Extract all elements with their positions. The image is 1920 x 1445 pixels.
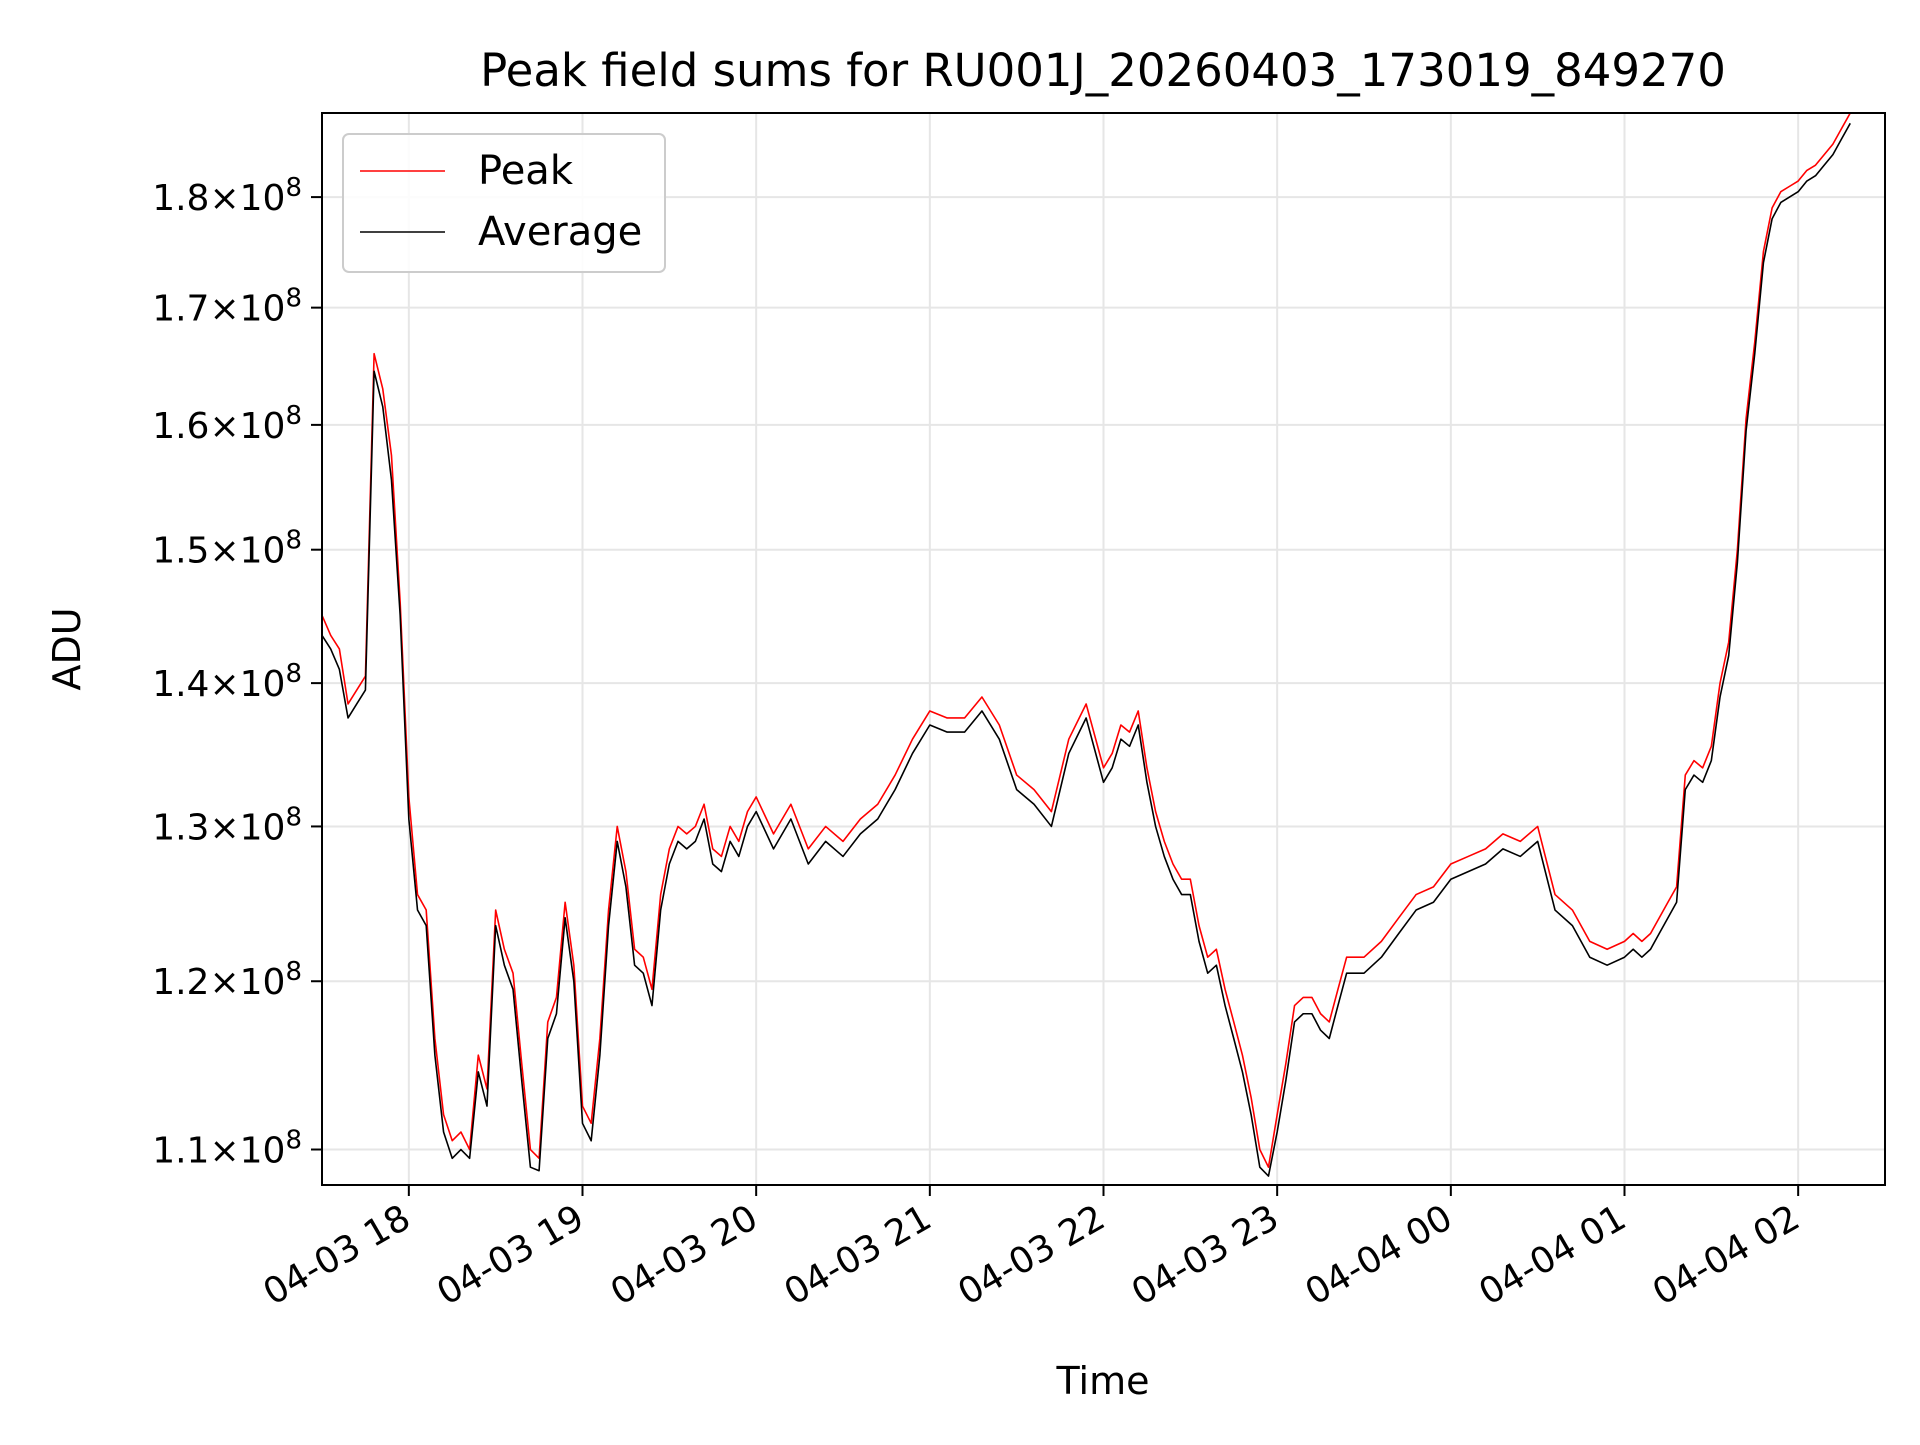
y-tick-base: ×10	[209, 1131, 285, 1172]
y-tick-label: 1.3×108	[152, 802, 302, 848]
y-tick-base: ×10	[209, 406, 285, 447]
y-tick-mantissa: 1.6	[152, 406, 209, 447]
y-tick-base: ×10	[209, 178, 285, 219]
y-tick-exponent: 8	[285, 401, 302, 431]
x-axis-label: Time	[1056, 1359, 1150, 1403]
y-tick-exponent: 8	[285, 284, 302, 314]
series-line-peak	[322, 113, 1851, 1168]
y-tick-base: ×10	[209, 531, 285, 572]
y-tick-mantissa: 1.2	[152, 962, 209, 1003]
series-line-average	[322, 122, 1851, 1177]
y-tick-mantissa: 1.1	[152, 1131, 209, 1172]
y-tick-mantissa: 1.8	[152, 178, 209, 219]
y-tick-label: 1.7×108	[152, 284, 302, 330]
y-tick-exponent: 8	[285, 957, 302, 987]
y-tick-label: 1.8×108	[152, 173, 302, 219]
y-tick-exponent: 8	[285, 526, 302, 556]
y-tick-base: ×10	[209, 962, 285, 1003]
legend-box	[342, 133, 666, 273]
grid	[322, 113, 1885, 1185]
y-axis-label: ADU	[45, 607, 89, 690]
y-tick-exponent: 8	[285, 659, 302, 689]
legend-label-average: Average	[478, 209, 642, 255]
y-tick-base: ×10	[209, 807, 285, 848]
y-tick-base: ×10	[209, 664, 285, 705]
y-tick-exponent: 8	[285, 1126, 302, 1156]
y-tick-mantissa: 1.5	[152, 531, 209, 572]
y-tick-label: 1.1×108	[152, 1126, 302, 1172]
y-tick-base: ×10	[209, 289, 285, 330]
y-tick-mantissa: 1.7	[152, 289, 209, 330]
y-tick-mantissa: 1.4	[152, 664, 209, 705]
y-tick-label: 1.4×108	[152, 659, 302, 705]
series-lines	[322, 113, 1851, 1177]
y-tick-label: 1.2×108	[152, 957, 302, 1003]
chart-title: Peak field sums for RU001J_20260403_1730…	[480, 44, 1726, 97]
y-tick-exponent: 8	[285, 802, 302, 832]
legend: Peak Average	[342, 133, 666, 273]
y-tick-label: 1.5×108	[152, 526, 302, 572]
y-tick-exponent: 8	[285, 173, 302, 203]
y-tick-label: 1.6×108	[152, 401, 302, 447]
y-tick-mantissa: 1.3	[152, 807, 209, 848]
legend-label-peak: Peak	[478, 148, 574, 194]
